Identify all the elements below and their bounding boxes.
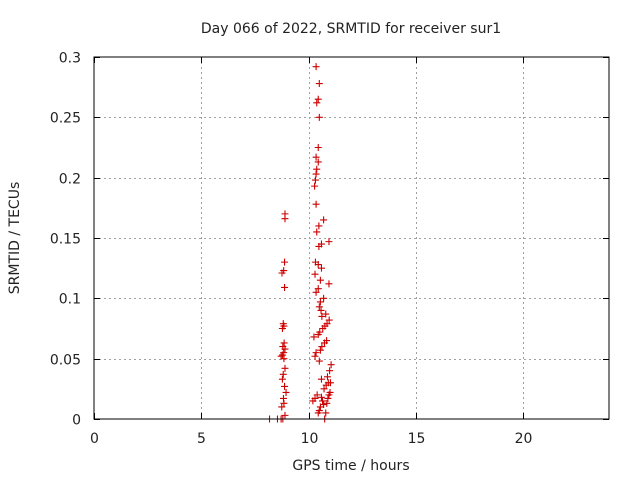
data-point bbox=[315, 407, 323, 415]
data-point bbox=[317, 240, 325, 248]
x-tick-labels: 0 5 10 15 20 bbox=[90, 431, 532, 447]
data-point bbox=[315, 303, 323, 311]
y-tick-label: 0.15 bbox=[50, 232, 81, 248]
data-point bbox=[311, 182, 319, 190]
data-point bbox=[280, 339, 288, 347]
data-point bbox=[313, 165, 321, 173]
data-point bbox=[278, 375, 286, 383]
data-point bbox=[279, 370, 287, 378]
x-tick-label: 0 bbox=[90, 431, 99, 447]
x-axis-label: GPS time / hours bbox=[292, 458, 409, 474]
data-point bbox=[278, 403, 286, 411]
data-point bbox=[317, 264, 325, 272]
data-point bbox=[315, 357, 323, 365]
data-point bbox=[325, 280, 333, 288]
y-axis-label: SRMTID / TECUs bbox=[7, 182, 23, 295]
data-point bbox=[281, 210, 289, 218]
data-point bbox=[281, 258, 289, 266]
data-point bbox=[310, 333, 318, 341]
data-point bbox=[282, 388, 290, 396]
y-tick-label: 0.25 bbox=[50, 111, 81, 127]
data-point bbox=[316, 346, 324, 354]
data-point bbox=[280, 349, 288, 357]
data-point bbox=[312, 349, 320, 357]
y-tick-label: 0 bbox=[72, 413, 81, 429]
data-point bbox=[320, 401, 328, 409]
grid-lines bbox=[94, 57, 609, 419]
data-point bbox=[323, 373, 331, 381]
data-point bbox=[281, 364, 289, 372]
data-point bbox=[320, 216, 328, 224]
data-point bbox=[320, 385, 328, 393]
data-point bbox=[313, 228, 321, 236]
data-point bbox=[281, 411, 289, 419]
data-point bbox=[314, 144, 322, 151]
data-point bbox=[311, 394, 319, 402]
data-point bbox=[315, 80, 323, 88]
data-point bbox=[312, 170, 320, 178]
data-point bbox=[277, 352, 285, 360]
data-point bbox=[311, 270, 319, 278]
data-point bbox=[312, 288, 320, 296]
data-point bbox=[314, 95, 322, 103]
data-point bbox=[314, 158, 322, 166]
data-point bbox=[323, 320, 331, 328]
data-point bbox=[313, 391, 321, 399]
data-point bbox=[279, 320, 287, 328]
data-point bbox=[311, 258, 319, 266]
data-point bbox=[311, 352, 319, 360]
data-point bbox=[311, 176, 319, 184]
data-point bbox=[281, 382, 289, 390]
data-point bbox=[281, 283, 289, 291]
data-point bbox=[319, 397, 327, 405]
axis-ticks bbox=[94, 57, 609, 420]
data-point bbox=[280, 267, 288, 275]
data-point bbox=[326, 388, 334, 396]
data-point bbox=[325, 316, 333, 324]
data-point bbox=[323, 399, 331, 407]
data-point bbox=[322, 310, 330, 318]
data-points bbox=[266, 63, 335, 423]
x-tick-label: 5 bbox=[197, 431, 206, 447]
data-point bbox=[327, 361, 335, 369]
data-point bbox=[322, 409, 330, 417]
data-point bbox=[316, 328, 324, 336]
chart-title: Day 066 of 2022, SRMTID for receiver sur… bbox=[201, 21, 501, 37]
data-point bbox=[317, 393, 325, 401]
data-point bbox=[312, 153, 320, 161]
data-point bbox=[325, 238, 333, 246]
data-point bbox=[326, 367, 334, 375]
y-tick-label: 0.2 bbox=[59, 172, 81, 188]
data-point bbox=[324, 394, 332, 402]
data-point bbox=[320, 294, 328, 302]
data-point bbox=[317, 375, 325, 383]
data-point bbox=[279, 394, 287, 402]
x-tick-label: 15 bbox=[408, 431, 426, 447]
y-tick-labels: 0 0.05 0.1 0.15 0.2 0.25 0.3 bbox=[50, 51, 81, 429]
data-point bbox=[316, 276, 324, 284]
data-point bbox=[313, 99, 321, 107]
data-point bbox=[323, 337, 331, 345]
data-point bbox=[326, 379, 334, 387]
y-tick-label: 0.05 bbox=[50, 353, 81, 369]
data-point bbox=[318, 312, 326, 320]
data-point bbox=[317, 306, 325, 314]
data-point bbox=[312, 63, 320, 71]
y-tick-label: 0.1 bbox=[59, 292, 81, 308]
x-tick-label: 20 bbox=[515, 431, 533, 447]
data-point bbox=[315, 222, 323, 230]
data-point bbox=[312, 200, 320, 208]
data-point bbox=[316, 298, 324, 306]
data-point bbox=[315, 113, 323, 121]
data-point bbox=[279, 343, 287, 351]
data-point bbox=[318, 343, 326, 351]
data-point bbox=[314, 285, 322, 293]
x-tick-label: 10 bbox=[301, 431, 319, 447]
y-tick-label: 0.3 bbox=[59, 51, 81, 67]
